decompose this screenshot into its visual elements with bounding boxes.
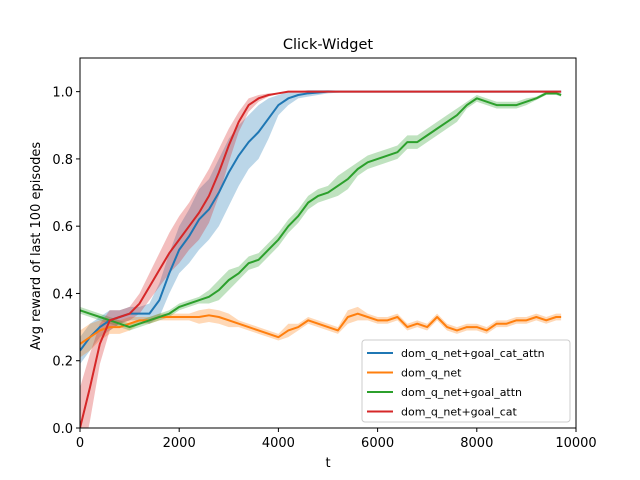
y-axis-label: Avg reward of last 100 episodes	[29, 142, 44, 350]
legend-label: dom_q_net+goal_cat_attn	[401, 347, 545, 360]
x-tick-label: 10000	[555, 436, 596, 451]
legend-label: dom_q_net+goal_attn	[401, 386, 522, 399]
y-tick-label: 0.8	[52, 153, 73, 168]
x-tick-label: 8000	[460, 436, 493, 451]
legend-box	[361, 339, 571, 423]
axes-frame	[79, 57, 577, 429]
x-tick-label: 6000	[361, 436, 394, 451]
legend-label: dom_q_net+goal_cat	[401, 406, 517, 419]
chart-title: Click-Widget	[283, 37, 374, 53]
legend-label: dom_q_net	[401, 367, 462, 380]
plot-area: 0 2000 4000 6000 8000 10000 0.0 0.2 0.4 0.6 0.8 1.0	[52, 57, 597, 451]
y-tick-label: 1.0	[52, 86, 73, 101]
series-line-dom_q_net+goal_cat	[80, 90, 562, 428]
x-tick-label: 0	[76, 436, 84, 451]
y-tick-label: 0.2	[52, 355, 73, 370]
x-tick-label: 4000	[262, 436, 295, 451]
y-tick-label: 0.4	[52, 287, 73, 302]
y-tick-label: 0.0	[52, 422, 73, 437]
x-axis-label: t	[325, 456, 330, 471]
x-tick-label: 2000	[163, 436, 196, 451]
series-group	[80, 89, 562, 428]
series-line-dom_q_net+goal_attn	[80, 92, 562, 329]
band-dom_q_net+goal_cat	[80, 91, 562, 428]
legend: dom_q_net+goal_cat_attn dom_q_net dom_q_ne…	[361, 339, 571, 423]
y-tick-label: 0.6	[52, 220, 73, 235]
